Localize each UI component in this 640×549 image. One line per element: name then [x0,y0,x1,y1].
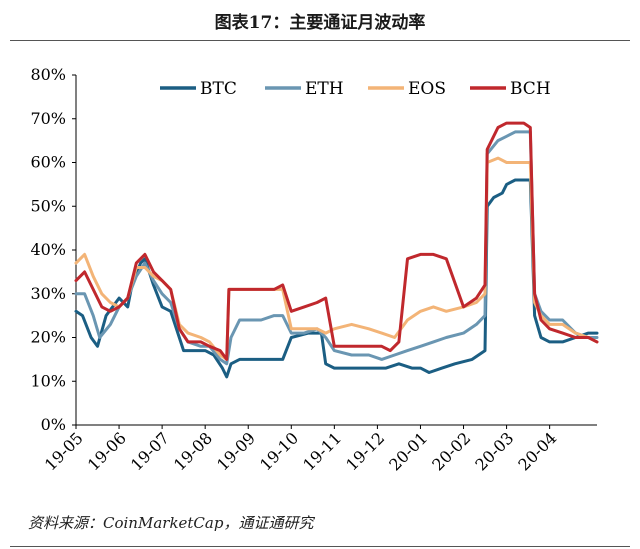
title-divider [10,40,630,41]
x-tick-label: 19-10 [256,428,302,474]
legend-label-eos: EOS [408,79,446,99]
x-tick-label: 20-04 [514,428,560,474]
x-tick-label: 19-07 [127,428,173,474]
chart-axes [75,75,597,426]
y-tick-label: 80% [30,65,66,84]
x-tick-label: 19-09 [213,428,259,474]
y-tick-label: 10% [30,371,66,390]
x-tick-label: 19-12 [342,428,388,474]
y-tick-label: 60% [30,153,66,172]
y-tick-label: 50% [30,196,66,215]
y-tick-label: 40% [30,240,66,259]
legend-label-eth: ETH [305,79,344,99]
x-tick-label: 19-06 [84,428,130,474]
x-tick-label: 19-11 [299,428,345,474]
legend: BTC ETH EOS BCH [160,79,551,99]
y-tick-label: 0% [41,415,66,434]
y-axis-ticks: 0% 10% 20% 30% 40% 50% 60% 70% 80% [30,65,76,434]
x-tick-label: 19-08 [170,428,216,474]
x-tick-label: 19-05 [41,428,87,474]
legend-label-btc: BTC [200,79,237,99]
chart-title: 图表17：主要通证月波动率 [214,13,426,33]
series-line-eos [74,156,599,361]
y-tick-label: 70% [30,109,66,128]
bottom-divider [10,546,630,547]
x-axis-ticks: 19-0519-0619-0719-0819-0919-1019-1119-12… [41,425,560,474]
series-lines [74,121,599,379]
y-tick-label: 20% [30,328,66,347]
x-tick-label: 20-02 [428,428,474,474]
y-tick-label: 30% [30,284,66,303]
x-tick-label: 20-03 [471,428,517,474]
series-line-bch [74,121,599,361]
source-note: 资料来源：CoinMarketCap，通证通研究 [28,514,314,532]
x-tick-label: 20-01 [385,428,431,474]
legend-label-bch: BCH [510,79,551,99]
